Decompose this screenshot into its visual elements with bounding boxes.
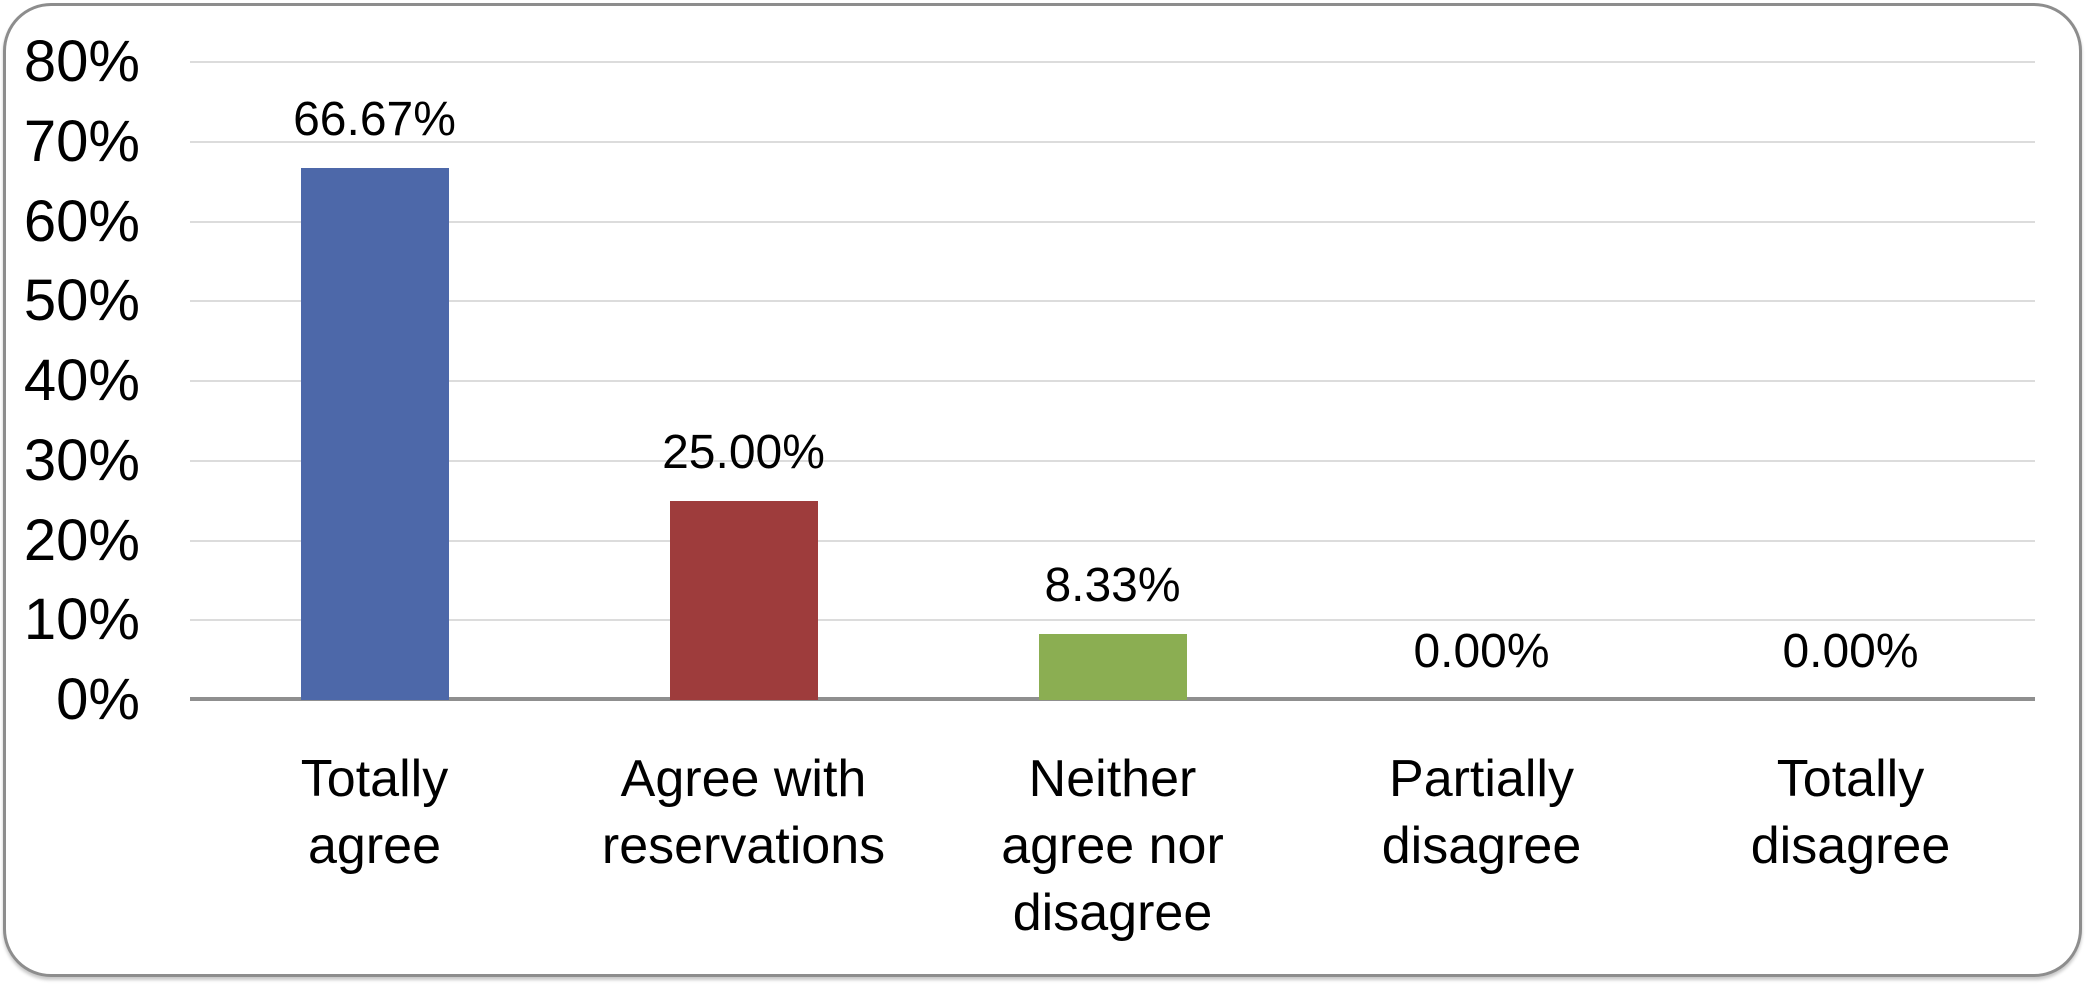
category-label-line: disagree: [1750, 817, 1951, 875]
y-axis-tick-label: 60%: [23, 188, 140, 254]
y-axis-tick-label: 50%: [23, 268, 140, 334]
category-label-line: Totally: [300, 750, 449, 808]
category-label-totally-disagree: Totally disagree: [1666, 746, 2036, 880]
category-label-neither-agree-nor-disagree: Neither agree nor disagree: [928, 746, 1298, 947]
category-label-line: disagree: [1012, 884, 1213, 942]
y-axis-tick-label: 20%: [23, 507, 140, 573]
value-label: 66.67%: [293, 93, 456, 147]
bar-agree-with-reservations: [669, 500, 818, 700]
category-label-line: disagree: [1381, 817, 1582, 875]
category-label-line: agree nor: [1001, 817, 1224, 875]
y-axis-tick-label: 0%: [56, 667, 140, 732]
category-label-line: agree: [308, 817, 441, 875]
y-axis-tick-label: 70%: [23, 108, 140, 174]
category-label-line: Neither: [1028, 750, 1197, 808]
gridline-30: [190, 459, 2035, 462]
gridline-60: [190, 220, 2035, 223]
y-axis-tick-label: 10%: [23, 587, 140, 653]
y-axis-tick-label: 80%: [23, 29, 140, 94]
category-label-line: Agree with: [620, 750, 867, 808]
category-label-agree-with-reservations: Agree with reservations: [559, 746, 929, 880]
gridline-80: [190, 61, 2035, 63]
category-label-partially-disagree: Partially disagree: [1297, 746, 1667, 880]
gridline-10: [190, 619, 2035, 622]
gridline-40: [190, 380, 2035, 382]
bar-totally-agree: [300, 168, 449, 700]
y-axis-tick-label: 40%: [23, 348, 140, 413]
value-label: 25.00%: [662, 425, 825, 479]
gridline-20: [190, 539, 2035, 542]
category-label-line: Totally: [1776, 750, 1925, 808]
bar-neither-agree-nor-disagree: [1038, 633, 1187, 700]
category-label-line: reservations: [601, 817, 886, 875]
y-axis-tick-label: 30%: [23, 427, 140, 493]
gridline-50: [190, 300, 2035, 303]
category-label-line: Partially: [1389, 750, 1574, 808]
value-label: 0.00%: [1782, 625, 1919, 678]
category-label-totally-agree: Totally agree: [190, 746, 560, 880]
gridline-70: [190, 140, 2035, 143]
value-label: 0.00%: [1413, 625, 1550, 678]
value-label: 8.33%: [1044, 558, 1181, 612]
